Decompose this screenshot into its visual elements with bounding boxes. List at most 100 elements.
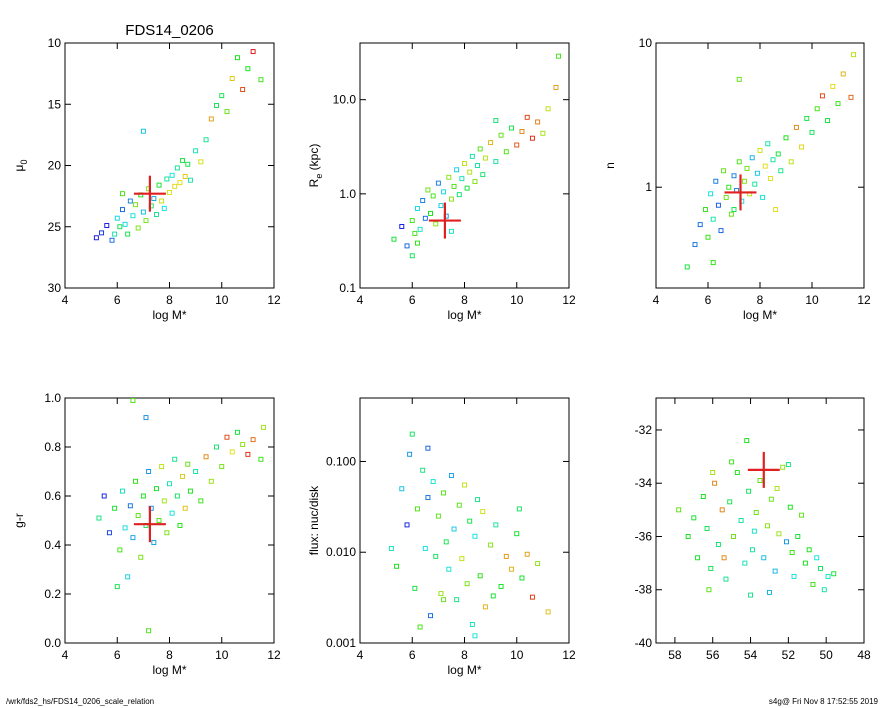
data-point (409, 253, 415, 259)
data-point (146, 469, 152, 474)
data-point (498, 583, 504, 589)
data-point (240, 87, 246, 93)
y-tick-label: 1 (645, 180, 652, 194)
x-tick-label: 4 (357, 293, 364, 307)
data-point (133, 202, 138, 208)
data-point (731, 534, 736, 539)
data-point (793, 124, 799, 130)
y-tick-label: 25 (48, 220, 62, 234)
data-point (114, 584, 120, 590)
x-tick-label: 8 (461, 648, 468, 662)
data-point (164, 530, 170, 536)
data-point (516, 506, 522, 512)
data-point (133, 478, 138, 484)
data-point (151, 540, 157, 545)
data-point (229, 76, 235, 81)
data-point (761, 555, 767, 561)
data-point (172, 183, 178, 189)
data-point (738, 518, 744, 523)
data-point (151, 196, 157, 202)
data-point (125, 231, 131, 237)
data-point (464, 581, 470, 587)
data-point (493, 159, 499, 165)
x-tick-label: 4 (653, 293, 660, 307)
data-point (420, 198, 426, 203)
data-point (727, 499, 733, 505)
y-axis-label: n (603, 162, 617, 169)
data-point (167, 481, 172, 487)
data-point (713, 178, 719, 184)
plot-frame (359, 397, 570, 644)
data-point (556, 53, 561, 59)
data-point (840, 71, 846, 77)
data-point (214, 103, 219, 108)
data-point (509, 125, 514, 131)
data-point (422, 546, 428, 551)
data-point (825, 118, 831, 123)
data-point (462, 161, 467, 166)
data-point (161, 498, 167, 504)
data-point (749, 155, 755, 161)
y-axis-label: Re (kpc) (307, 144, 324, 188)
data-point (482, 604, 488, 610)
data-point (415, 240, 420, 246)
y-tick-label: -34 (635, 476, 653, 490)
data-point (791, 573, 797, 579)
data-point (736, 159, 742, 165)
data-point (467, 169, 473, 175)
x-tick-label: 10 (805, 293, 819, 307)
data-point (433, 221, 439, 227)
data-point (262, 23, 266, 27)
data-point (765, 523, 771, 529)
data-point (435, 180, 441, 186)
data-point (140, 128, 146, 134)
data-point (746, 488, 752, 494)
data-point (459, 556, 465, 562)
data-point (736, 76, 742, 82)
data-point (198, 498, 204, 504)
data-point (751, 528, 757, 534)
data-point (545, 106, 551, 112)
data-point (535, 561, 541, 567)
data-point (425, 187, 431, 193)
data-point (415, 506, 420, 512)
data-point (705, 234, 711, 240)
data-point (224, 434, 230, 440)
data-point (404, 243, 410, 249)
data-point (261, 424, 266, 430)
data-point (477, 146, 483, 152)
data-point (159, 464, 165, 470)
data-point (172, 456, 178, 462)
data-point (245, 66, 251, 72)
x-tick-label: 52 (782, 648, 796, 662)
x-tick-label: 6 (409, 293, 416, 307)
data-point (412, 585, 418, 591)
data-point (731, 207, 737, 212)
data-point (140, 209, 146, 215)
data-point (819, 93, 825, 99)
panel-flux: 4 6 8 10 12 0.001 0.010 0.100 log M* flux: nuc/di… (307, 397, 576, 677)
x-tick-label: 10 (215, 293, 229, 307)
data-point (167, 189, 172, 195)
data-point (174, 493, 180, 499)
data-point (835, 101, 841, 107)
data-point (143, 415, 149, 421)
data-point (182, 174, 188, 179)
data-point (475, 163, 481, 168)
y-axis-label: g-r (12, 513, 26, 528)
data-point (135, 513, 141, 519)
data-point (719, 507, 725, 513)
data-point (114, 215, 120, 221)
data-point (749, 547, 755, 553)
data-point (744, 165, 750, 171)
data-point (96, 515, 102, 521)
data-point (193, 148, 199, 154)
data-point (799, 144, 805, 150)
data-point (498, 132, 504, 138)
data-point (451, 183, 457, 189)
y-tick-label: 0.1 (339, 281, 356, 295)
data-point (684, 264, 690, 270)
data-point (469, 622, 475, 627)
data-point (214, 444, 219, 450)
y-tick-label: 1.0 (339, 187, 356, 201)
